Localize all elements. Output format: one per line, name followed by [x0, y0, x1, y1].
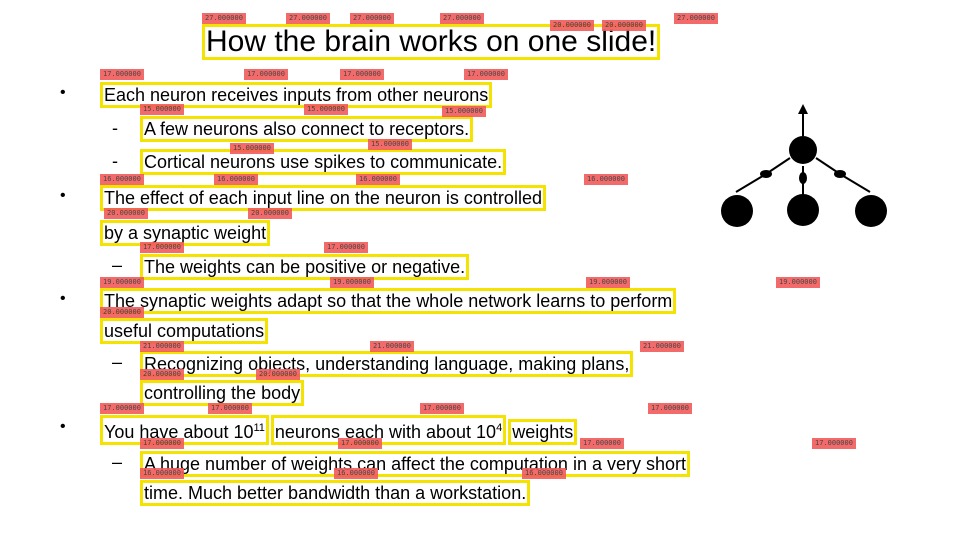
score-tag: 16.000000 — [356, 174, 400, 185]
score-tag: 19.000000 — [330, 277, 374, 288]
input-neuron-icon — [787, 194, 819, 226]
line-text: neurons each with about 104 — [270, 415, 507, 445]
score-tag: 21.000000 — [370, 341, 414, 352]
line-text: A few neurons also connect to receptors. — [140, 116, 474, 142]
title-text: How the brain works on one slide! — [202, 24, 661, 60]
score-tag: 20.000000 — [100, 307, 144, 318]
sub-line-2a: The weights can be positive or negative. — [140, 254, 471, 280]
hyphen-marker: - — [112, 151, 118, 171]
line-text: Cortical neurons use spikes to communica… — [140, 149, 507, 175]
score-tag: 19.000000 — [776, 277, 820, 288]
dash-marker: – — [112, 452, 123, 472]
sub-line-4a: A huge number of weights can affect the … — [140, 451, 692, 477]
input-neuron-icon — [855, 195, 887, 227]
score-tag: 19.000000 — [100, 277, 144, 288]
line-text: The effect of each input line on the neu… — [100, 185, 546, 211]
score-tag: 16.000000 — [334, 468, 378, 479]
line-text: weights — [508, 419, 578, 445]
bullet-marker: • — [60, 290, 66, 307]
input-neuron-icon — [721, 195, 753, 227]
score-tag: 17.000000 — [140, 242, 184, 253]
bullet-marker: • — [60, 418, 66, 435]
score-tag: 17.000000 — [140, 438, 184, 449]
bullet-line-2-cont: by a synaptic weight — [100, 220, 272, 246]
score-tag: 17.000000 — [420, 403, 464, 414]
output-arrow-icon — [798, 104, 808, 114]
sub-line-1a: A few neurons also connect to receptors. — [140, 116, 475, 142]
score-tag: 17.000000 — [244, 69, 288, 80]
bullet-line-1: Each neuron receives inputs from other n… — [100, 82, 494, 108]
line-text: by a synaptic weight — [100, 220, 271, 246]
neuron-body-icon — [789, 136, 817, 164]
bullet-line-3-cont: useful computations — [100, 318, 270, 344]
bullet-line-3: The synaptic weights adapt so that the w… — [100, 288, 678, 314]
sub-line-3a: Recognizing objects, understanding langu… — [140, 351, 635, 377]
dash-marker: – — [112, 352, 123, 372]
bullet-line-2: The effect of each input line on the neu… — [100, 185, 548, 211]
score-tag: 15.000000 — [140, 104, 184, 115]
line-text: Each neuron receives inputs from other n… — [100, 82, 493, 108]
score-tag: 20.000000 — [602, 20, 646, 31]
synapse-icon — [799, 172, 807, 184]
score-tag: 27.000000 — [202, 13, 246, 24]
score-tag: 17.000000 — [100, 403, 144, 414]
score-tag: 17.000000 — [464, 69, 508, 80]
score-tag: 20.000000 — [140, 369, 184, 380]
slide-title: How the brain works on one slide! — [202, 24, 662, 60]
line-text: useful computations — [100, 318, 269, 344]
score-tag: 20.000000 — [104, 208, 148, 219]
input-line — [839, 173, 871, 193]
score-tag: 16.000000 — [140, 468, 184, 479]
score-tag: 27.000000 — [286, 13, 330, 24]
score-tag: 17.000000 — [338, 438, 382, 449]
count-mid: neurons each with about 10 — [274, 422, 497, 442]
score-tag: 15.000000 — [304, 104, 348, 115]
synapse-icon — [834, 170, 846, 178]
sub-line-1b: Cortical neurons use spikes to communica… — [140, 149, 508, 175]
score-tag: 15.000000 — [230, 143, 274, 154]
exponent: 11 — [253, 422, 265, 434]
score-tag: 17.000000 — [580, 438, 624, 449]
score-tag: 19.000000 — [586, 277, 630, 288]
bullet-line-4: You have about 1011 neurons each with abo… — [100, 415, 579, 445]
line-text: Recognizing objects, understanding langu… — [140, 351, 634, 377]
exponent: 4 — [496, 422, 503, 434]
line-text: The synaptic weights adapt so that the w… — [100, 288, 677, 314]
score-tag: 16.000000 — [214, 174, 258, 185]
score-tag: 27.000000 — [674, 13, 718, 24]
hyphen-marker: - — [112, 118, 118, 138]
line-text: time. Much better bandwidth than a works… — [140, 480, 531, 506]
line-text: The weights can be positive or negative. — [140, 254, 470, 280]
score-tag: 17.000000 — [324, 242, 368, 253]
score-tag: 15.000000 — [368, 139, 412, 150]
score-tag: 15.000000 — [442, 106, 486, 117]
score-tag: 17.000000 — [340, 69, 384, 80]
bullet-marker: • — [60, 187, 66, 204]
neuron-diagram — [721, 104, 887, 227]
bullet-marker: • — [60, 84, 66, 101]
score-tag: 27.000000 — [350, 13, 394, 24]
line-text: You have about 1011 — [100, 415, 269, 445]
score-tag: 16.000000 — [100, 174, 144, 185]
score-tag: 16.000000 — [584, 174, 628, 185]
score-tag: 20.000000 — [550, 20, 594, 31]
line-text: A huge number of weights can affect the … — [140, 451, 690, 477]
score-tag: 17.000000 — [648, 403, 692, 414]
score-tag: 17.000000 — [812, 438, 856, 449]
score-tag: 17.000000 — [100, 69, 144, 80]
sub-line-4a-cont: time. Much better bandwidth than a works… — [140, 480, 532, 506]
score-tag: 27.000000 — [440, 13, 484, 24]
score-tag: 20.000000 — [248, 208, 292, 219]
score-tag: 21.000000 — [140, 341, 184, 352]
synapse-icon — [760, 170, 772, 178]
score-tag: 20.000000 — [256, 369, 300, 380]
dash-marker: – — [112, 255, 123, 275]
score-tag: 21.000000 — [640, 341, 684, 352]
count-prefix: You have about 10 — [104, 422, 254, 442]
input-line — [735, 173, 767, 193]
score-tag: 17.000000 — [208, 403, 252, 414]
score-tag: 16.000000 — [522, 468, 566, 479]
